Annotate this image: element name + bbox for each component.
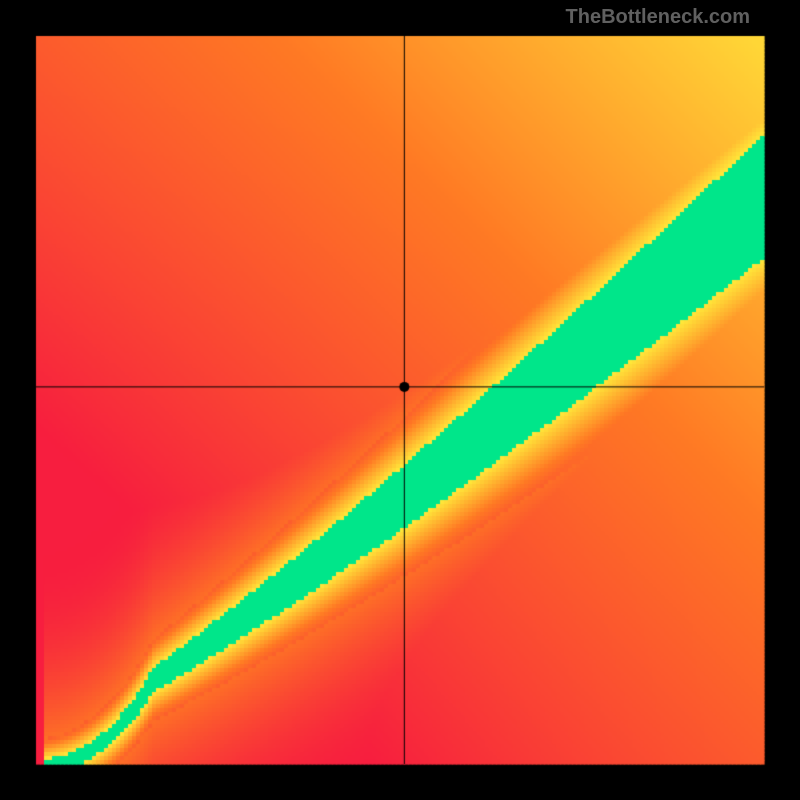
chart-root: TheBottleneck.com — [0, 0, 800, 800]
bottleneck-heatmap — [0, 0, 800, 800]
watermark-text: TheBottleneck.com — [566, 6, 750, 29]
